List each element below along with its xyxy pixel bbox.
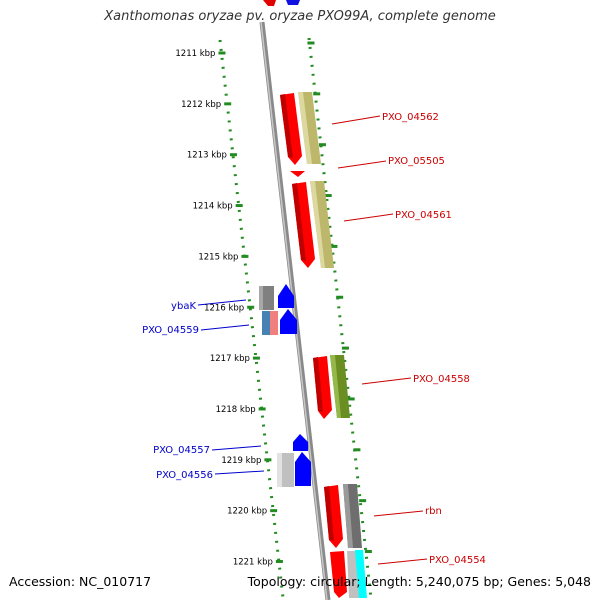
gene-pxo05505	[290, 171, 305, 177]
right-outer-ruler	[307, 37, 373, 599]
ruler-labels: 1211 kbp 1212 kbp 1213 kbp 1214 kbp 1215 kbp…	[175, 49, 272, 568]
map-title: Xanthomonas oryzae pv. oryzae PXO99A, co…	[104, 9, 496, 24]
genome-summary-text: Topology: circular; Length: 5,240,075 bp…	[247, 574, 591, 589]
gene-pxo04559-pink	[270, 311, 278, 335]
gene-pxo04561-shade	[292, 183, 306, 261]
gene-rbn-cds-hi	[343, 484, 353, 548]
gene-label-pxo04559[interactable]: PXO_04559	[142, 325, 199, 336]
gene-label-pxo04554[interactable]: PXO_04554	[429, 555, 486, 566]
ruler-label: 1221 kbp	[233, 558, 273, 568]
gene-top-blue	[286, 0, 300, 5]
ruler-label: 1213 kbp	[187, 151, 227, 161]
gene-ybak	[278, 284, 294, 308]
gene-top-red	[263, 0, 276, 6]
gene-label-rbn[interactable]: rbn	[425, 506, 442, 517]
ruler-label: 1212 kbp	[181, 100, 221, 110]
ruler-ticks	[218, 41, 372, 563]
gene-pxo04561-cds-hi	[310, 181, 325, 268]
ruler-label: 1211 kbp	[175, 49, 215, 59]
genome-backbone	[259, 21, 331, 600]
ruler-label: 1219 kbp	[221, 456, 261, 466]
gene-pxo04556	[295, 452, 311, 486]
ruler-label: 1217 kbp	[210, 354, 250, 364]
gene-pxo04562-shade	[280, 94, 293, 158]
gene-label-pxo04562[interactable]: PXO_04562	[382, 112, 439, 123]
ruler-label: 1214 kbp	[193, 202, 233, 212]
accession-text: Accession: NC_010717	[9, 574, 152, 589]
gene-leader-lines	[197, 115, 428, 565]
gene-pxo04558-shade	[313, 357, 323, 412]
gene-label-pxo05505[interactable]: PXO_05505	[388, 156, 445, 167]
gene-ybak-gray-hi	[259, 286, 263, 310]
gene-label-pxo04558[interactable]: PXO_04558	[413, 374, 470, 385]
ruler-label: 1220 kbp	[227, 507, 267, 517]
gene-pxo04554-cyan	[355, 550, 367, 598]
gene-label-pxo04556[interactable]: PXO_04556	[156, 470, 213, 481]
gene-glyphs	[259, 0, 367, 598]
ruler-label: 1218 kbp	[216, 405, 256, 415]
gene-pxo04558-cds-hi	[330, 355, 341, 418]
gene-labels: PXO_04562 PXO_05505 PXO_04561 ybaK PXO_0…	[142, 112, 486, 566]
gene-pxo04556-gray-hi	[277, 453, 282, 487]
gene-label-ybak[interactable]: ybaK	[171, 301, 196, 312]
gene-rbn-shade	[324, 486, 334, 541]
gene-pxo04559	[280, 309, 297, 334]
left-outer-ruler	[218, 39, 285, 599]
gene-pxo04562-cds-hi	[298, 92, 312, 164]
gene-pxo04559-steel	[262, 311, 270, 335]
gene-label-pxo04561[interactable]: PXO_04561	[395, 210, 452, 221]
ruler-label: 1216 kbp	[204, 303, 244, 313]
ruler-label: 1215 kbp	[198, 252, 238, 262]
genome-backbone-highlight	[260, 21, 328, 600]
gene-pxo04557	[293, 434, 308, 451]
gene-label-pxo04557[interactable]: PXO_04557	[153, 445, 210, 456]
gene-pxo04554	[330, 551, 347, 598]
